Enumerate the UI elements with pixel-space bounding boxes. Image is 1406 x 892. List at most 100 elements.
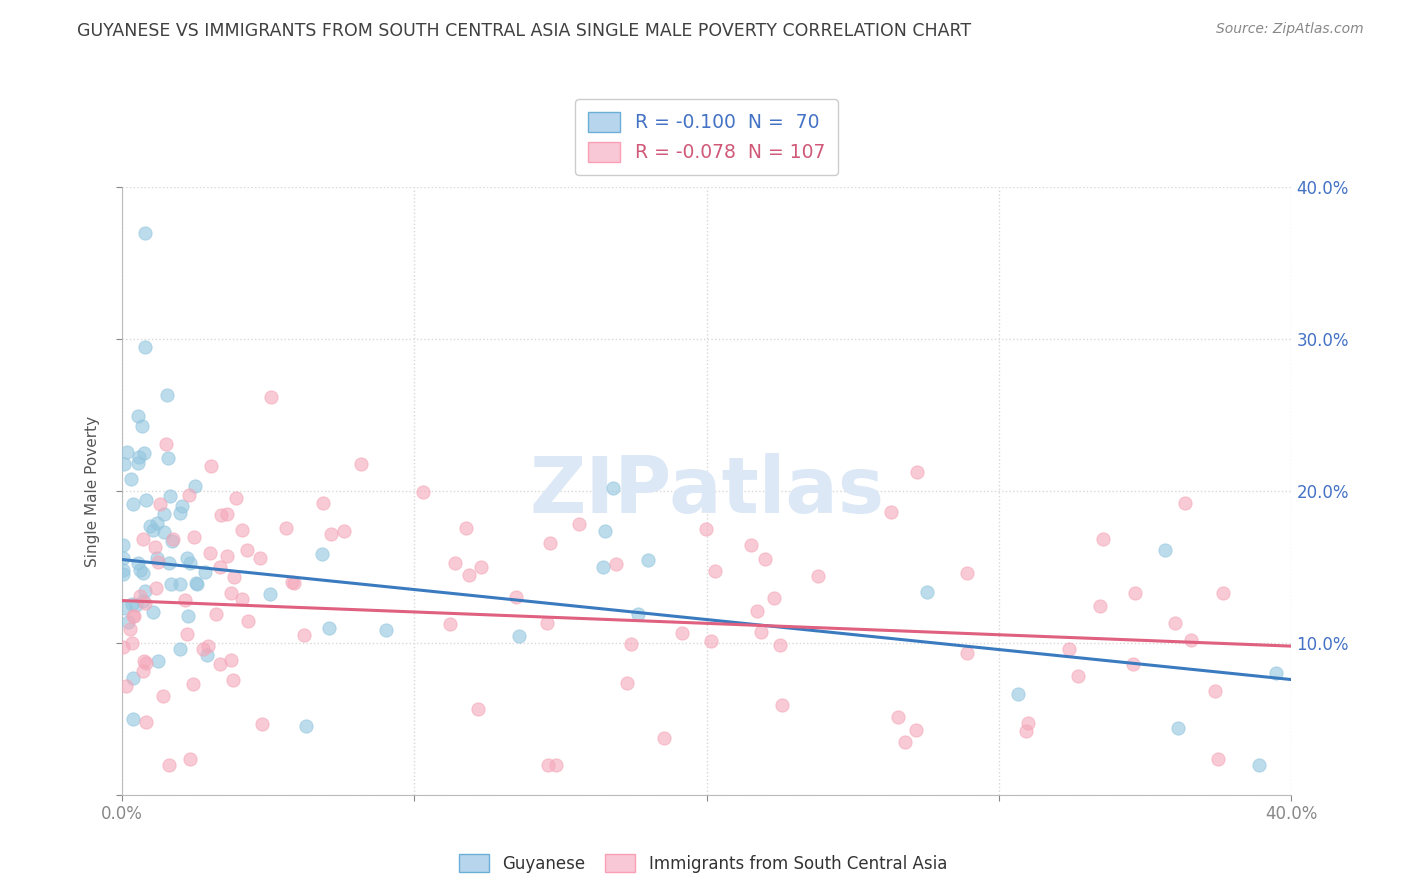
Point xyxy=(148,555,170,569)
Point xyxy=(135,493,157,508)
Point xyxy=(170,499,193,513)
Point xyxy=(602,481,624,495)
Point xyxy=(184,575,207,590)
Point xyxy=(121,608,143,623)
Point xyxy=(195,648,218,663)
Point xyxy=(112,563,135,577)
Point xyxy=(1249,757,1271,772)
Point xyxy=(283,575,305,590)
Point xyxy=(157,450,180,465)
Point xyxy=(250,717,273,731)
Point xyxy=(567,517,589,532)
Point xyxy=(128,450,150,465)
Point xyxy=(879,505,901,519)
Point xyxy=(117,615,139,629)
Point xyxy=(443,556,465,570)
Point xyxy=(169,506,191,520)
Point xyxy=(222,673,245,687)
Point xyxy=(249,551,271,566)
Point xyxy=(1206,752,1229,766)
Point xyxy=(231,524,253,538)
Point xyxy=(112,457,135,471)
Point xyxy=(183,529,205,543)
Point xyxy=(111,550,134,565)
Point xyxy=(695,522,717,536)
Point xyxy=(197,640,219,654)
Point xyxy=(536,616,558,631)
Point xyxy=(114,680,136,694)
Point xyxy=(1122,657,1144,671)
Point xyxy=(295,719,318,733)
Point xyxy=(956,646,979,660)
Point xyxy=(194,566,217,580)
Point xyxy=(142,523,165,537)
Point xyxy=(179,752,201,766)
Point xyxy=(505,590,527,604)
Point xyxy=(456,521,478,535)
Point xyxy=(135,656,157,670)
Point xyxy=(209,508,232,522)
Text: GUYANESE VS IMMIGRANTS FROM SOUTH CENTRAL ASIA SINGLE MALE POVERTY CORRELATION C: GUYANESE VS IMMIGRANTS FROM SOUTH CENTRA… xyxy=(77,22,972,40)
Point xyxy=(749,625,772,640)
Point xyxy=(134,446,156,460)
Point xyxy=(146,551,169,566)
Point xyxy=(616,676,638,690)
Point xyxy=(467,702,489,716)
Point xyxy=(146,654,169,668)
Point xyxy=(905,466,928,480)
Point xyxy=(183,677,205,691)
Point xyxy=(1265,665,1288,680)
Point xyxy=(215,549,238,563)
Point xyxy=(139,518,162,533)
Point xyxy=(1092,532,1115,546)
Point xyxy=(508,629,530,643)
Point xyxy=(215,508,238,522)
Point xyxy=(769,638,792,652)
Point xyxy=(219,653,242,667)
Point xyxy=(321,526,343,541)
Point xyxy=(904,723,927,737)
Point xyxy=(127,456,149,470)
Point xyxy=(274,521,297,535)
Point xyxy=(120,622,142,636)
Point xyxy=(152,689,174,703)
Point xyxy=(127,409,149,423)
Point xyxy=(149,497,172,511)
Point xyxy=(219,585,242,599)
Point xyxy=(127,556,149,570)
Point xyxy=(146,516,169,531)
Point xyxy=(134,597,156,611)
Point xyxy=(159,576,181,591)
Y-axis label: Single Male Poverty: Single Male Poverty xyxy=(86,416,100,566)
Point xyxy=(770,698,793,712)
Point xyxy=(259,390,281,404)
Point xyxy=(236,614,259,628)
Point xyxy=(412,485,434,500)
Point xyxy=(956,566,979,580)
Point xyxy=(1123,586,1146,600)
Point xyxy=(156,388,179,402)
Point xyxy=(209,657,232,671)
Point xyxy=(538,536,561,550)
Point xyxy=(652,731,675,745)
Point xyxy=(152,508,174,522)
Point xyxy=(129,563,152,577)
Point xyxy=(121,635,143,649)
Point xyxy=(117,445,139,459)
Point xyxy=(184,478,207,492)
Point xyxy=(350,457,373,471)
Point xyxy=(1067,669,1090,683)
Point xyxy=(143,540,166,554)
Point xyxy=(318,621,340,635)
Point xyxy=(231,591,253,606)
Point xyxy=(114,600,136,615)
Point xyxy=(311,547,333,561)
Point xyxy=(637,553,659,567)
Point xyxy=(1212,586,1234,600)
Point xyxy=(375,623,398,637)
Point xyxy=(162,532,184,546)
Point xyxy=(169,641,191,656)
Point xyxy=(131,418,153,433)
Point xyxy=(200,458,222,473)
Point xyxy=(132,654,155,668)
